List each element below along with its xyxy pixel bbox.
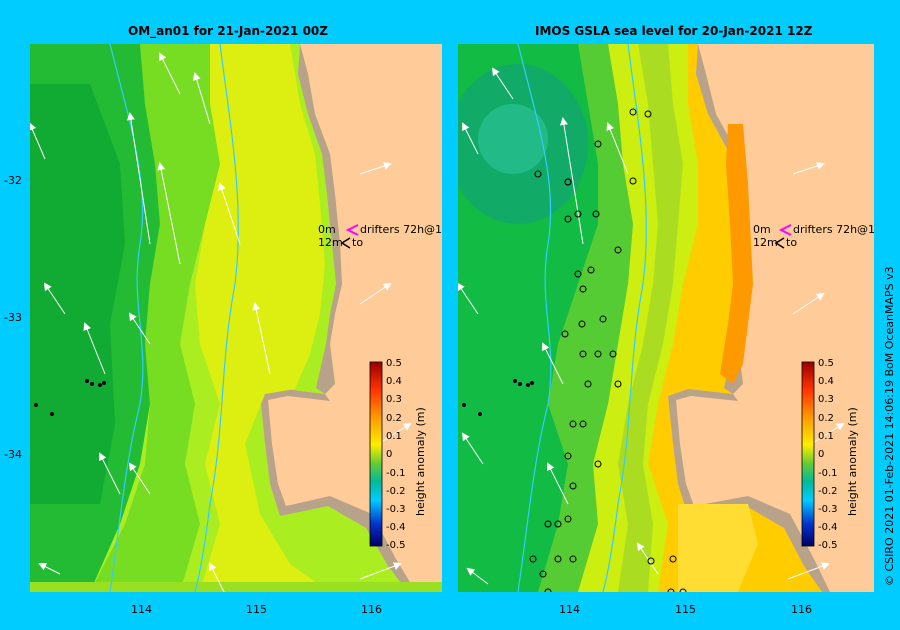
left-coast [298, 44, 342, 394]
cb-tick: -0.2 [818, 486, 838, 497]
y-tick-label: -34 [4, 448, 22, 461]
cb-tick: 0.5 [818, 358, 834, 369]
left-legend-0m: 0m [318, 223, 336, 236]
cb-tick: -0.4 [818, 522, 838, 533]
x-tick-label: 114 [559, 603, 580, 616]
cb-tick: 0.2 [386, 413, 402, 424]
cb-tick: -0.5 [386, 540, 406, 551]
cb-tick: 0.4 [386, 376, 402, 387]
x-tick-label: 115 [246, 603, 267, 616]
cb-tick: 0 [818, 449, 824, 460]
cb-tick: -0.1 [818, 468, 838, 479]
y-tick-label: -32 [4, 174, 22, 187]
x-tick-label: 116 [791, 603, 812, 616]
left-colorbar-label: height anomaly (m) [414, 407, 427, 516]
left-panel-title: OM_an01 for 21-Jan-2021 00Z [128, 24, 328, 38]
right-map: 0m drifters 72h@12h 12m to [458, 44, 874, 592]
y-tick-label: -33 [4, 311, 22, 324]
left-colorbar: 0.5 0.4 0.3 0.2 0.1 0 -0.1 -0.2 -0.3 -0.… [369, 358, 427, 551]
cb-tick: 0.5 [386, 358, 402, 369]
right-legend-to: to [786, 236, 797, 249]
x-tick-label: 114 [131, 603, 152, 616]
cb-tick: 0.2 [818, 413, 834, 424]
right-colorbar: 0.5 0.4 0.3 0.2 0.1 0 -0.1 -0.2 -0.3 -0.… [801, 358, 859, 551]
cb-tick: 0.1 [818, 431, 834, 442]
cb-tick: -0.3 [386, 504, 406, 515]
cb-tick: -0.2 [386, 486, 406, 497]
right-legend-12m: 12m [753, 236, 778, 249]
credit-text: © CSIRO 2021 01-Feb-2021 14:06:19 BoM Oc… [883, 266, 896, 586]
left-legend-drifters: drifters 72h@12h [360, 223, 442, 236]
cb-tick: 0 [386, 449, 392, 460]
right-legend-0m: 0m [753, 223, 771, 236]
right-colorbar-label: height anomaly (m) [846, 407, 859, 516]
x-tick-label: 115 [675, 603, 696, 616]
cb-tick: -0.5 [818, 540, 838, 551]
cb-tick: 0.4 [818, 376, 834, 387]
cb-tick: 0.3 [386, 394, 402, 405]
right-legend-drifters: drifters 72h@12h [793, 223, 874, 236]
cb-tick: 0.1 [386, 431, 402, 442]
cb-tick: -0.1 [386, 468, 406, 479]
right-panel-title: IMOS GSLA sea level for 20-Jan-2021 12Z [535, 24, 813, 38]
left-legend-12m: 12m [318, 236, 343, 249]
x-tick-label: 116 [361, 603, 382, 616]
cb-tick: 0.3 [818, 394, 834, 405]
left-legend-to: to [352, 236, 363, 249]
cb-tick: -0.3 [818, 504, 838, 515]
cb-tick: -0.4 [386, 522, 406, 533]
